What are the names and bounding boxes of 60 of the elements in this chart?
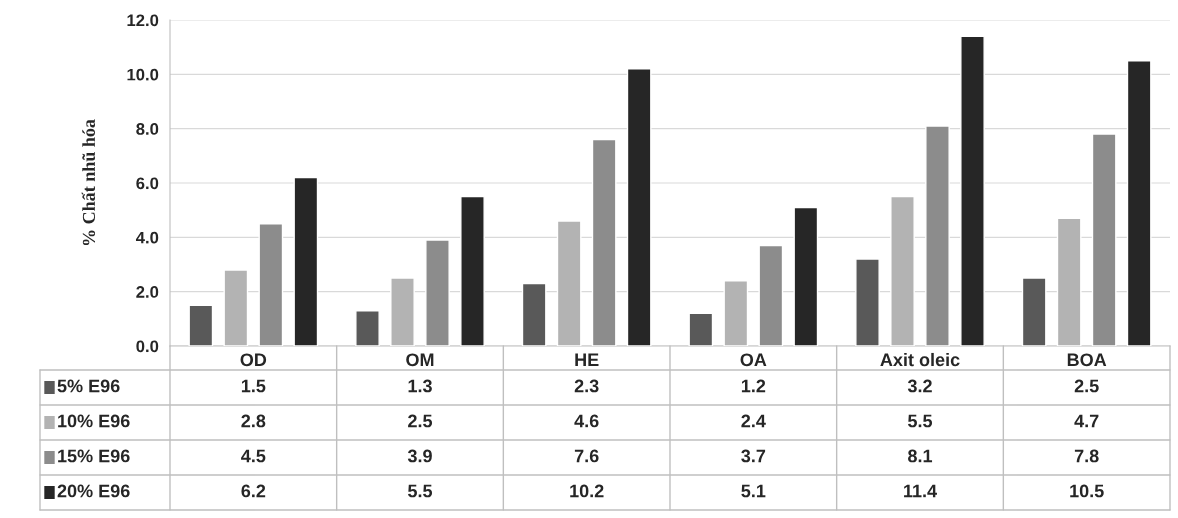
x-tick-label: OA bbox=[740, 353, 767, 367]
data-label: 1.5 bbox=[241, 379, 266, 393]
bar bbox=[425, 239, 450, 346]
legend-label: 5% E96 bbox=[57, 379, 120, 393]
x-tick-label: OD bbox=[240, 353, 267, 367]
data-label: 7.8 bbox=[1074, 449, 1099, 463]
data-label: 2.5 bbox=[1074, 379, 1099, 393]
y-tick-label: 6.0 bbox=[136, 177, 159, 190]
data-label: 7.6 bbox=[574, 449, 599, 463]
y-tick-label: 4.0 bbox=[135, 231, 159, 244]
y-tick-label: 12.0 bbox=[127, 14, 159, 27]
data-label: 10.5 bbox=[1070, 484, 1104, 498]
bar bbox=[355, 309, 380, 346]
bar bbox=[293, 176, 319, 346]
legend-label: 20% E96 bbox=[57, 484, 130, 498]
bar bbox=[626, 68, 652, 346]
bar bbox=[1091, 133, 1117, 346]
bar bbox=[688, 312, 714, 346]
legend-label: 10% E96 bbox=[58, 414, 130, 428]
data-label: 2.8 bbox=[241, 414, 266, 428]
data-label: 6.2 bbox=[241, 484, 266, 498]
data-label: 1.2 bbox=[741, 379, 766, 393]
legend-label: 15% E96 bbox=[58, 449, 130, 463]
x-tick-label: BOA bbox=[1067, 353, 1107, 367]
data-label: 2.5 bbox=[408, 414, 433, 428]
data-label: 4.7 bbox=[1074, 414, 1099, 428]
bar bbox=[188, 304, 214, 346]
data-label: 5.5 bbox=[408, 484, 433, 498]
bar bbox=[521, 282, 547, 346]
data-label: 2.4 bbox=[741, 414, 766, 428]
bar bbox=[758, 244, 784, 346]
bar bbox=[855, 258, 880, 346]
x-tick-label: OM bbox=[406, 353, 434, 367]
bar bbox=[591, 138, 617, 346]
y-tick-label: 2.0 bbox=[136, 286, 159, 298]
bar bbox=[1021, 277, 1047, 346]
y-tick-label: 10.0 bbox=[127, 68, 159, 81]
bar bbox=[460, 195, 485, 346]
data-label: 3.9 bbox=[407, 449, 432, 463]
y-tick-label: 0.0 bbox=[136, 340, 159, 353]
data-label: 3.7 bbox=[741, 449, 766, 463]
bar bbox=[793, 206, 819, 346]
bar bbox=[1126, 60, 1152, 346]
data-label: 10.2 bbox=[570, 484, 604, 498]
x-tick-label: HE bbox=[575, 353, 599, 367]
data-label: 5.5 bbox=[908, 414, 933, 428]
data-label: 4.5 bbox=[241, 449, 266, 463]
y-tick-label: 8.0 bbox=[136, 123, 159, 135]
data-label: 3.2 bbox=[907, 379, 932, 393]
data-label: 11.4 bbox=[904, 484, 937, 498]
data-label: 5.1 bbox=[741, 484, 766, 498]
data-label: 4.6 bbox=[574, 414, 599, 428]
x-tick-label: Axit oleic bbox=[880, 352, 960, 367]
bar bbox=[960, 35, 985, 346]
data-label: 8.1 bbox=[908, 449, 933, 463]
bar bbox=[258, 223, 284, 346]
y-axis-title: % Chất nhũ hóa bbox=[81, 119, 96, 246]
bar bbox=[925, 125, 950, 346]
data-label: 1.3 bbox=[408, 379, 432, 393]
data-label: 2.3 bbox=[574, 379, 599, 393]
